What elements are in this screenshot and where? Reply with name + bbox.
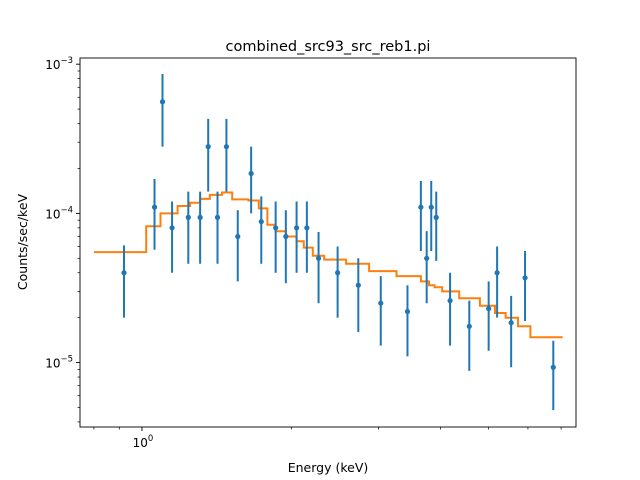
y-axis-label: Counts/sec/keV bbox=[15, 193, 30, 290]
data-point-25 bbox=[433, 191, 439, 261]
axes-frame bbox=[79, 57, 577, 428]
data-point-18 bbox=[335, 246, 341, 318]
data-point-27 bbox=[466, 300, 472, 371]
data-point-12 bbox=[258, 196, 264, 264]
data-point-29 bbox=[494, 246, 500, 318]
data-marker bbox=[235, 233, 241, 240]
chart-title: combined_src93_src_reb1.pi bbox=[226, 39, 431, 55]
data-marker bbox=[248, 170, 254, 177]
data-marker bbox=[214, 214, 221, 220]
data-marker bbox=[378, 300, 384, 306]
data-marker bbox=[258, 219, 264, 225]
axes: 100 10−5 10−4 10−3 bbox=[45, 56, 577, 450]
data-point-13 bbox=[273, 201, 279, 273]
data-marker bbox=[466, 323, 472, 329]
data-point-14 bbox=[283, 210, 289, 284]
data-marker bbox=[293, 225, 300, 231]
data-marker bbox=[418, 204, 424, 210]
data-point-6 bbox=[197, 191, 203, 264]
data-marker bbox=[197, 214, 203, 220]
data-point-1 bbox=[121, 245, 127, 318]
data-marker bbox=[223, 144, 230, 150]
data-point-10 bbox=[235, 210, 241, 282]
data-point-9 bbox=[223, 118, 230, 192]
plot-area bbox=[93, 73, 563, 411]
data-point-32 bbox=[550, 340, 556, 411]
data-point-30 bbox=[508, 295, 514, 368]
model-step-line bbox=[93, 191, 563, 339]
data-marker bbox=[169, 225, 175, 231]
data-point-5 bbox=[185, 191, 191, 264]
data-point-11 bbox=[248, 146, 254, 214]
data-marker bbox=[315, 255, 322, 261]
data-point-4 bbox=[169, 201, 175, 273]
data-marker bbox=[355, 282, 361, 288]
data-point-16 bbox=[304, 201, 310, 273]
data-marker bbox=[185, 214, 191, 220]
y-tick-label: 10−3 bbox=[45, 56, 73, 72]
data-point-2 bbox=[151, 178, 158, 250]
data-marker bbox=[508, 320, 514, 326]
data-point-15 bbox=[293, 201, 300, 273]
data-marker bbox=[159, 99, 166, 105]
data-marker bbox=[151, 204, 158, 210]
data-point-24 bbox=[428, 180, 434, 251]
data-marker bbox=[424, 255, 430, 261]
y-tick-label: 10−5 bbox=[45, 355, 73, 371]
data-point-23 bbox=[424, 231, 430, 304]
data-point-8 bbox=[214, 191, 221, 264]
data-marker bbox=[494, 270, 500, 276]
x-axis-label: Energy (keV) bbox=[288, 460, 369, 475]
data-point-17 bbox=[315, 232, 322, 304]
data-marker bbox=[550, 364, 556, 370]
data-marker bbox=[273, 225, 279, 231]
data-point-19 bbox=[355, 258, 361, 333]
data-point-7 bbox=[205, 118, 211, 192]
data-point-21 bbox=[404, 285, 411, 357]
data-marker bbox=[447, 298, 453, 304]
data-marker bbox=[304, 225, 310, 231]
data-marker bbox=[486, 306, 492, 312]
data-marker bbox=[121, 270, 127, 276]
data-point-26 bbox=[447, 272, 453, 346]
data-marker bbox=[283, 233, 289, 240]
y-tick-label: 10−4 bbox=[45, 205, 73, 221]
data-point-28 bbox=[486, 281, 492, 351]
data-point-3 bbox=[159, 73, 166, 147]
data-marker bbox=[433, 214, 439, 220]
data-marker bbox=[205, 144, 211, 150]
data-marker bbox=[428, 204, 434, 210]
data-point-31 bbox=[522, 250, 528, 321]
data-marker bbox=[404, 308, 411, 315]
data-point-22 bbox=[418, 180, 424, 251]
data-marker bbox=[522, 275, 528, 281]
data-marker bbox=[335, 270, 341, 276]
x-tick-label: 100 bbox=[133, 434, 154, 450]
data-point-20 bbox=[378, 276, 384, 346]
